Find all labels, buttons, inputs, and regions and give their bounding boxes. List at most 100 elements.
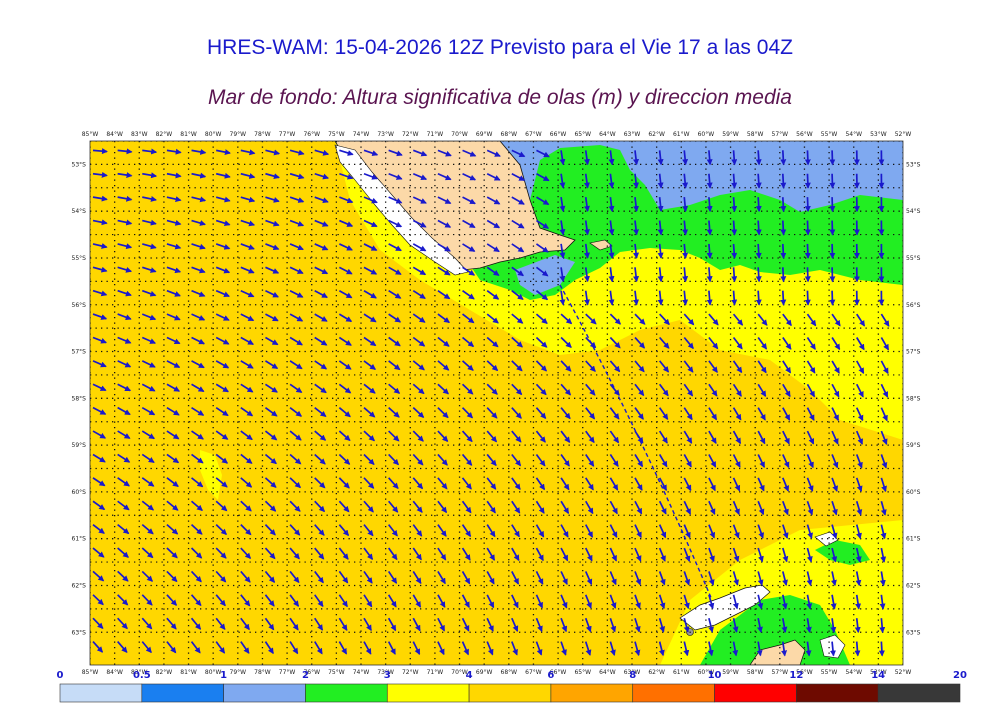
direction-arrow — [166, 500, 179, 511]
direction-arrow — [117, 195, 133, 202]
direction-arrow — [363, 172, 379, 180]
direction-arrow — [141, 523, 154, 535]
direction-arrow — [387, 524, 398, 537]
direction-arrow — [634, 500, 643, 515]
colorbar-label: 6 — [547, 670, 554, 681]
direction-arrow — [658, 360, 670, 373]
direction-arrow — [117, 219, 133, 226]
colorbar-swatch — [877, 683, 961, 703]
direction-arrow — [682, 173, 689, 189]
direction-arrow — [265, 360, 279, 370]
direction-arrow — [363, 617, 372, 632]
direction-arrow — [215, 570, 227, 583]
direction-arrow — [314, 219, 329, 227]
direction-arrow — [511, 617, 519, 632]
direction-arrow — [265, 243, 280, 251]
direction-arrow — [806, 500, 814, 516]
direction-arrow — [142, 172, 158, 179]
direction-arrow — [314, 524, 325, 536]
lat-label-right: 58°S — [906, 395, 921, 402]
direction-arrow — [683, 641, 690, 657]
direction-arrow — [314, 243, 329, 251]
direction-arrow — [363, 477, 375, 489]
direction-arrow — [732, 430, 742, 445]
region-yellow-small — [200, 450, 222, 500]
direction-arrow — [633, 173, 640, 189]
lon-label-top: 65°W — [574, 131, 591, 138]
direction-arrow — [117, 383, 132, 392]
direction-arrow — [609, 360, 621, 373]
direction-arrow — [314, 430, 327, 441]
direction-arrow — [117, 570, 129, 582]
direction-arrow — [412, 453, 424, 466]
direction-arrow — [388, 407, 400, 418]
direction-arrow — [363, 524, 374, 537]
direction-arrow — [117, 430, 131, 439]
lat-label-left: 53°S — [72, 161, 87, 168]
lat-label-left: 61°S — [72, 536, 87, 543]
lon-label-bottom: 65°W — [574, 669, 591, 676]
direction-arrow — [264, 406, 278, 417]
direction-arrow — [780, 197, 787, 213]
direction-arrow — [708, 594, 715, 610]
direction-arrow — [141, 641, 152, 654]
direction-arrow — [657, 150, 664, 166]
direction-arrow — [264, 570, 276, 583]
direction-arrow — [363, 383, 376, 394]
direction-arrow — [117, 336, 132, 344]
direction-arrow — [658, 524, 667, 539]
direction-arrow — [583, 243, 590, 259]
colorbar-swatch — [550, 683, 634, 703]
direction-arrow — [511, 149, 526, 158]
direction-arrow — [412, 149, 428, 157]
direction-arrow — [141, 547, 154, 559]
direction-arrow — [855, 524, 862, 540]
axis-labels: 85°W 85°W 84°W 84°W 83°W 83°W 82°W 82°W 81°W 81°W… — [72, 131, 921, 676]
direction-arrow — [855, 477, 863, 493]
direction-arrow — [215, 453, 229, 464]
direction-arrow — [240, 547, 252, 560]
lon-label-bottom: 63°W — [624, 669, 641, 676]
direction-arrow — [633, 243, 640, 259]
direction-arrow — [535, 477, 546, 491]
direction-arrow — [731, 220, 738, 236]
direction-arrow — [609, 641, 616, 656]
direction-arrow — [412, 219, 427, 228]
direction-arrow — [92, 523, 105, 534]
direction-arrow — [92, 266, 108, 273]
direction-arrow — [141, 336, 156, 344]
direction-arrow — [609, 547, 618, 562]
direction-arrow — [583, 150, 590, 166]
direction-arrow — [535, 243, 549, 253]
lon-label-top: 66°W — [550, 131, 567, 138]
direction-arrow — [633, 267, 640, 283]
direction-arrow — [92, 219, 108, 226]
direction-arrow — [511, 500, 521, 514]
direction-arrow — [92, 617, 104, 629]
direction-arrow — [658, 641, 665, 657]
direction-arrow — [659, 313, 670, 326]
direction-arrow — [559, 150, 566, 166]
direction-arrow — [289, 360, 303, 370]
direction-arrow — [535, 219, 550, 229]
direction-arrow — [535, 500, 545, 514]
direction-arrow — [683, 547, 691, 563]
direction-arrow — [683, 477, 692, 492]
direction-arrow — [92, 453, 106, 463]
colorbar-label: 4 — [466, 670, 473, 681]
direction-arrow — [806, 594, 813, 610]
direction-arrow — [682, 267, 689, 283]
lat-label-left: 55°S — [72, 255, 87, 262]
direction-arrow — [855, 571, 862, 587]
direction-arrow — [388, 360, 401, 371]
direction-arrow — [560, 360, 572, 372]
colorbar: 0 0.5 1 2 3 4 6 8 10 12 14 20 — [57, 670, 967, 703]
direction-arrow — [240, 477, 253, 488]
lat-label-right: 59°S — [906, 442, 921, 449]
lat-label-right: 56°S — [906, 302, 921, 309]
direction-arrow — [486, 524, 496, 538]
lat-label-right: 55°S — [906, 255, 921, 262]
lon-label-top: 81°W — [180, 131, 197, 138]
direction-arrow — [706, 173, 713, 189]
direction-arrow — [831, 337, 841, 351]
